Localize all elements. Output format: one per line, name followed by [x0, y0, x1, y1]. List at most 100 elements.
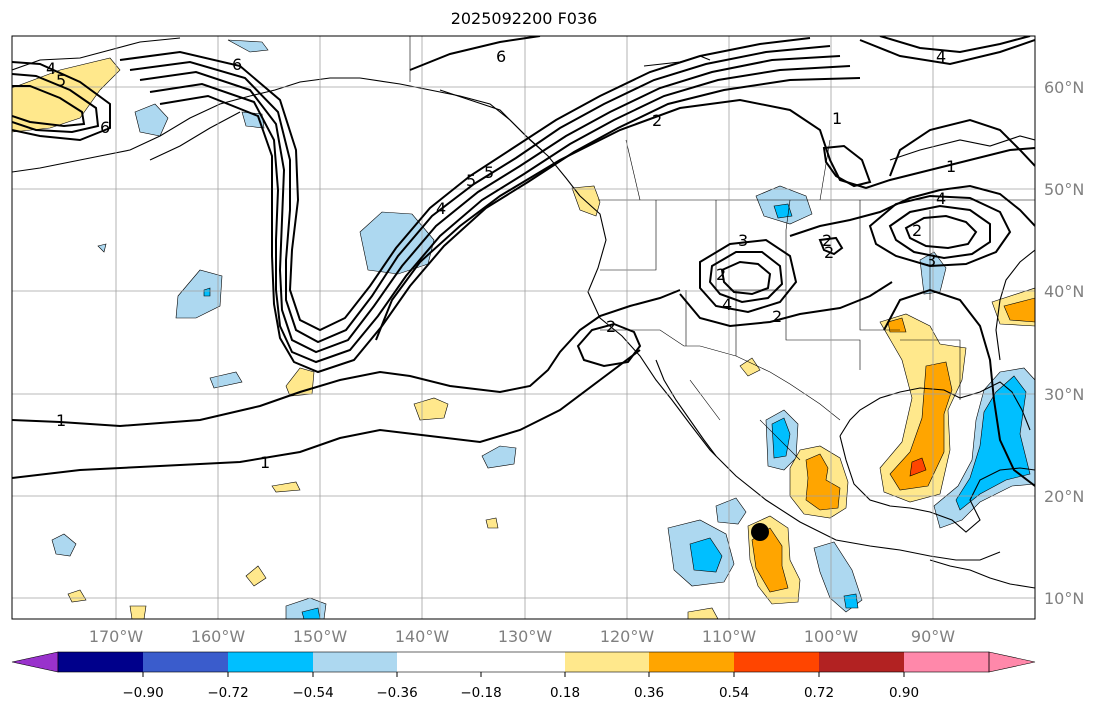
contour-label: 4 [436, 199, 446, 218]
coastlines [12, 37, 1035, 589]
lon-label: 120°W [600, 627, 655, 646]
lightblue-patch [481, 445, 517, 469]
contour-lakes-ring-1 [868, 194, 1012, 268]
colorbar-tick-label: −0.90 [122, 685, 163, 701]
contour-nw-ring-1 [12, 61, 111, 142]
contour-2-canada [822, 144, 872, 188]
colorbar-bin [58, 652, 143, 672]
contour-label: 5 [484, 163, 494, 182]
colorbar-bin [397, 652, 481, 672]
colorbar-bin [734, 652, 819, 672]
contour-2-east [375, 98, 1035, 341]
contour-label: 4 [46, 59, 56, 78]
contour-label: 2 [824, 243, 834, 262]
contour-label: 6 [100, 118, 110, 137]
orange-patch [751, 527, 789, 593]
contour-label: 2 [822, 231, 832, 250]
lightblue-patch [175, 269, 223, 319]
contour-label: 3 [738, 231, 748, 250]
contour-label: 4 [936, 189, 946, 208]
contour-2-plains [679, 281, 893, 328]
contour-labels: 4 5 6 6 5 2 1 1 4 3 2 4 2 2 1 1 2 4 2 3 … [46, 47, 956, 472]
colorbar-frame [57, 651, 990, 673]
lat-label: 30°N [1044, 385, 1084, 404]
blue-patch [301, 607, 321, 619]
blue-patch [843, 593, 859, 609]
graticule [12, 36, 1035, 619]
contour-low-ring-2 [708, 251, 784, 304]
colorbar-tick-label: −0.72 [207, 685, 248, 701]
lightblue-patch [227, 39, 269, 53]
contour-2-ridge [789, 184, 1035, 237]
colorbar-tick-label: 0.90 [889, 685, 919, 701]
contour-2-closed-sw [576, 322, 642, 368]
orange-patch [887, 317, 907, 333]
contour-lakes-ring-3 [904, 214, 978, 250]
contour-4-northeast [859, 39, 1035, 66]
colorbar-low-extension [11, 651, 59, 673]
contour-label: 3 [926, 251, 936, 270]
orange-patch [1003, 297, 1035, 323]
contour-label: 1 [832, 109, 842, 128]
lat-label: 60°N [1044, 78, 1084, 97]
contour-2-mountain [818, 236, 844, 256]
colorbar-bin [228, 652, 313, 672]
lat-label: 20°N [1044, 487, 1084, 506]
yellow-patch [271, 481, 301, 493]
yellow-patch [687, 607, 719, 619]
yellow-patch [12, 57, 121, 133]
contour-label: 4 [936, 47, 946, 66]
colorbar: −0.90 −0.72 −0.54 −0.36 −0.18 0.18 0.36 … [11, 651, 1036, 701]
contour-label: 5 [56, 71, 66, 90]
colorbar-high-extension [988, 651, 1036, 673]
contour-label: 2 [716, 265, 726, 284]
lightblue-patch [51, 533, 77, 557]
contour-lakes-ring-2 [888, 204, 991, 260]
blue-patch [955, 375, 1031, 511]
contour-1-southern [12, 289, 681, 428]
yellow-patch [485, 517, 499, 529]
yellow-patch [739, 357, 761, 377]
contour-1-east [883, 288, 1035, 487]
colorbar-bin [481, 652, 565, 672]
contour-low-ring-1 [699, 238, 798, 314]
lightblue-patch [134, 103, 169, 137]
lon-label: 130°W [498, 627, 553, 646]
colorbar-tick-label: −0.54 [292, 685, 333, 701]
lightblue-patch [715, 497, 747, 525]
lon-label: 100°W [804, 627, 859, 646]
map-title: 2025092200 F036 [450, 9, 598, 28]
lon-label: 170°W [89, 627, 144, 646]
yellow-patch [67, 589, 87, 603]
colorbar-bin [649, 652, 734, 672]
contour-nw-ring-2 [12, 73, 100, 134]
contour-jet-3 [139, 55, 841, 354]
contour-5-northeast [879, 36, 1031, 54]
blue-patch [773, 203, 793, 219]
contour-label: 4 [722, 295, 732, 314]
map-panel: 4 5 6 6 5 2 1 1 4 3 2 4 2 2 1 1 2 4 2 3 … [12, 36, 1035, 619]
contour-label: 1 [56, 411, 66, 430]
lon-label: 140°W [395, 627, 450, 646]
contour-6-north [409, 36, 541, 71]
colorbar-tick-label: 0.54 [719, 685, 749, 701]
yellow-patch [129, 605, 147, 619]
contour-label: 6 [232, 55, 242, 74]
blue-patch [203, 287, 211, 297]
colorbar-bin [819, 652, 904, 672]
contour-jet-2 [129, 45, 831, 344]
latitude-labels: 60°N 50°N 40°N 30°N 20°N 10°N [1044, 78, 1084, 608]
colorbar-tick-label: 0.72 [804, 685, 834, 701]
lat-label: 50°N [1044, 180, 1084, 199]
colorbar-tick-label: −0.18 [460, 685, 501, 701]
lon-label: 90°W [911, 627, 955, 646]
contour-label: 1 [260, 453, 270, 472]
map-frame [11, 35, 1036, 620]
contour-label: 2 [772, 307, 782, 326]
yellow-patch [245, 565, 267, 587]
contour-jet-inner [159, 77, 861, 374]
longitude-labels: 170°W 160°W 150°W 140°W 130°W 120°W 110°… [89, 627, 955, 646]
lat-label: 10°N [1044, 589, 1084, 608]
contour-label: 1 [946, 157, 956, 176]
